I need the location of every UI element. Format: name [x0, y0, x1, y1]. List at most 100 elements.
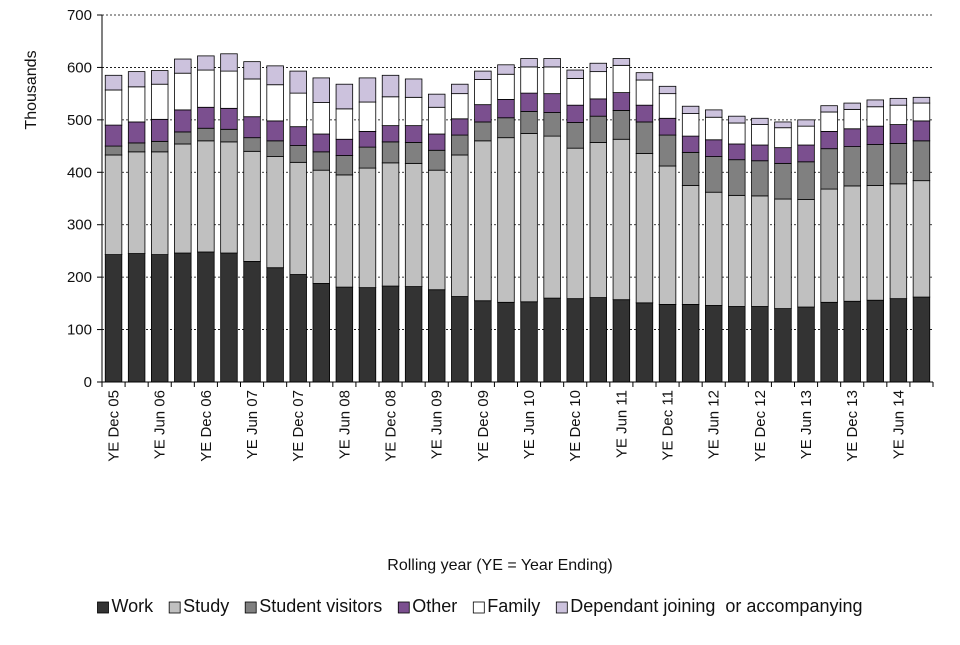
bar-other	[589, 98, 608, 117]
bar-student-visitors	[866, 144, 885, 186]
bar-other	[104, 124, 123, 147]
bar-dependant-joining-or-accompanying	[358, 77, 377, 103]
bar-stack	[289, 70, 307, 383]
x-tick-label: YE Dec 13	[844, 390, 861, 462]
bar-stack	[474, 70, 492, 383]
bar-student-visitors	[497, 117, 515, 139]
bar-family	[358, 101, 377, 132]
bar-work	[889, 298, 908, 383]
bar-student-visitors	[243, 137, 261, 152]
bar-study	[381, 162, 400, 287]
bar-dependant-joining-or-accompanying	[797, 119, 815, 127]
bar-work	[866, 299, 885, 383]
bar-student-visitors	[751, 160, 769, 197]
bar-student-visitors	[820, 148, 838, 190]
bar-student-visitors	[381, 141, 400, 164]
bar-dependant-joining-or-accompanying	[150, 70, 169, 85]
bar-other	[751, 144, 769, 162]
legend-swatch	[397, 601, 410, 614]
bar-family	[704, 116, 723, 141]
bar-study	[174, 143, 192, 254]
bar-work	[751, 306, 769, 383]
bar-study	[197, 140, 215, 253]
bar-dependant-joining-or-accompanying	[197, 55, 215, 71]
bar-work	[589, 297, 608, 383]
bar-stack	[127, 71, 146, 383]
bar-stack	[427, 93, 446, 383]
bar-study	[312, 169, 331, 284]
bar-work	[174, 252, 192, 383]
bar-family	[127, 86, 146, 123]
bar-family	[243, 78, 261, 118]
bar-family	[197, 69, 215, 108]
legend-label: Study	[183, 596, 229, 616]
bar-stack	[566, 69, 584, 383]
bar-stack	[751, 117, 769, 383]
bar-stack	[704, 109, 723, 383]
bar-stack	[797, 119, 815, 383]
bar-work	[520, 301, 538, 383]
bar-study	[681, 184, 700, 305]
legend-label: Work	[112, 596, 155, 616]
x-tick-label: YE Dec 12	[752, 390, 769, 462]
bar-work	[658, 304, 677, 383]
gridlines	[102, 14, 933, 330]
bar-family	[381, 96, 400, 127]
bar-stack	[520, 58, 538, 383]
bar-family	[335, 108, 354, 140]
bar-student-visitors	[774, 162, 792, 200]
bar-study	[889, 183, 908, 300]
bar-dependant-joining-or-accompanying	[289, 70, 307, 94]
bar-other	[150, 118, 169, 142]
bar-study	[358, 167, 377, 289]
bar-stack	[612, 58, 631, 383]
bar-student-visitors	[912, 140, 931, 182]
bar-other	[635, 104, 654, 123]
bar-stack	[843, 102, 861, 383]
bar-work	[381, 285, 400, 383]
legend-swatch	[97, 601, 109, 614]
bar-other	[174, 109, 192, 133]
x-tick-label: YE Jun 07	[244, 390, 261, 459]
x-tick-label: YE Jun 06	[152, 390, 169, 459]
bar-family	[912, 102, 931, 122]
bar-other	[197, 106, 215, 129]
bar-family	[451, 93, 469, 120]
bar-dependant-joining-or-accompanying	[912, 96, 931, 104]
x-tick-label: YE Jun 12	[706, 390, 723, 459]
bar-family	[404, 96, 423, 127]
bar-student-visitors	[451, 134, 469, 156]
legend-swatch	[168, 601, 181, 614]
bar-work	[312, 283, 331, 383]
bar-stack	[866, 99, 885, 383]
bar-other	[451, 118, 469, 136]
bar-student-visitors	[174, 131, 192, 145]
bar-study	[520, 133, 538, 303]
bar-family	[797, 125, 815, 146]
y-tick-label: 500	[67, 112, 92, 129]
bar-other	[243, 116, 261, 139]
bar-student-visitors	[220, 128, 238, 143]
bar-other	[427, 133, 446, 151]
bar-stack	[543, 58, 561, 383]
legend-item: Study	[168, 596, 229, 616]
bar-dependant-joining-or-accompanying	[728, 115, 746, 124]
legend-label: Student visitors	[259, 596, 382, 616]
bar-study	[866, 184, 885, 301]
bar-study	[843, 185, 861, 302]
bar-work	[843, 300, 861, 383]
bar-dependant-joining-or-accompanying	[266, 65, 284, 86]
bar-other	[728, 143, 746, 161]
bar-other	[889, 124, 908, 144]
bar-work	[335, 286, 354, 383]
bar-family	[843, 108, 861, 130]
bar-other	[866, 125, 885, 145]
bar-family	[635, 79, 654, 106]
x-tick-label: YE Jun 14	[890, 390, 907, 459]
bar-study	[243, 150, 261, 262]
bar-other	[127, 121, 146, 144]
bar-study	[635, 153, 654, 304]
legend-label: Other	[412, 596, 457, 616]
bar-family	[266, 84, 284, 122]
